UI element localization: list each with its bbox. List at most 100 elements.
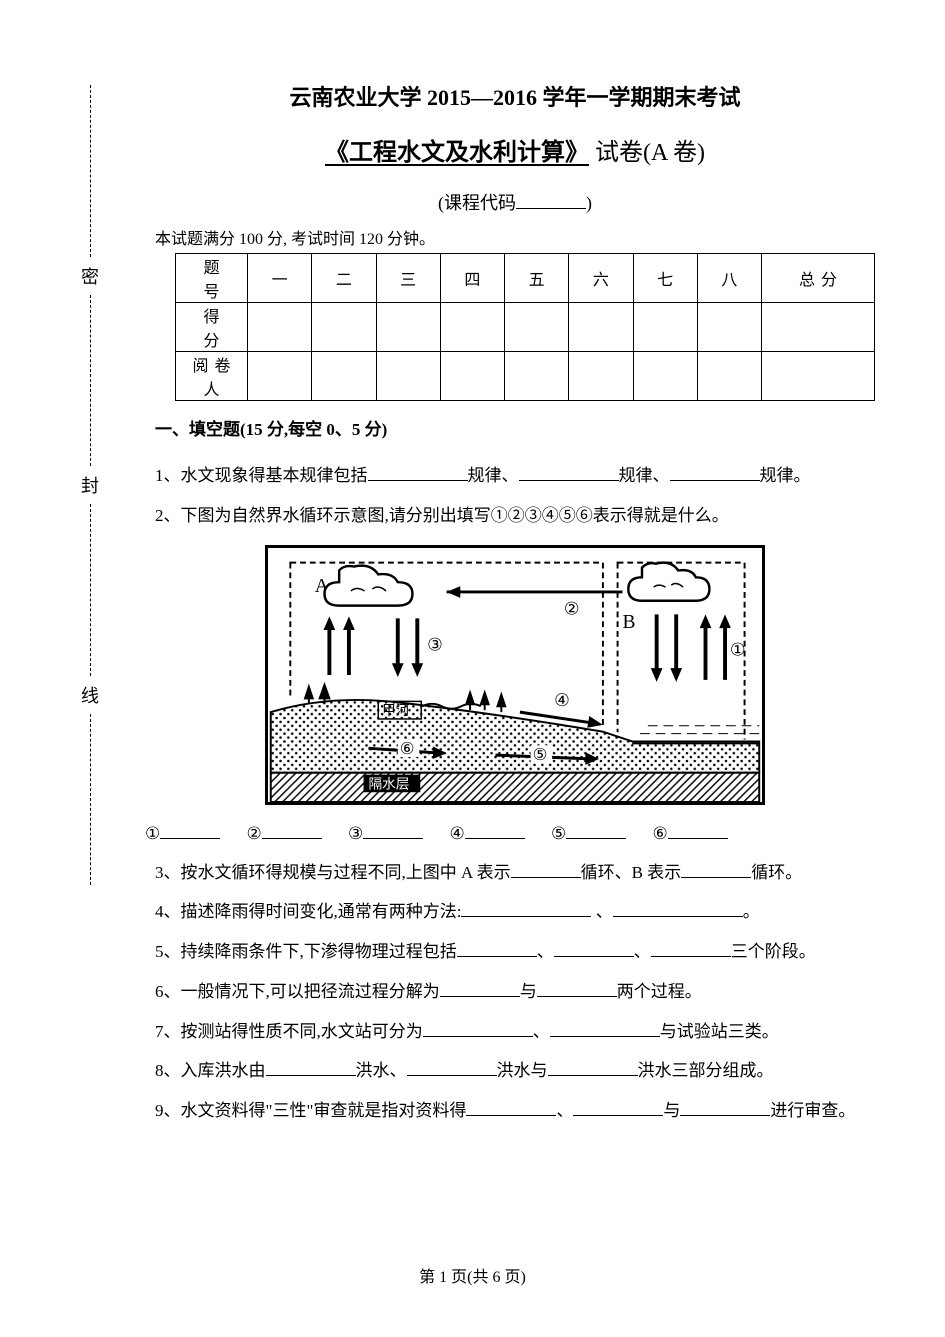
exam-header-line2: 《工程水文及水利计算》 试卷(A 卷) bbox=[155, 132, 875, 167]
exam-header-line1: 云南农业大学 2015—2016 学年一学期期末考试 bbox=[155, 80, 875, 112]
section-1-heading: 一、填空题(15 分,每空 0、5 分) bbox=[155, 415, 875, 440]
q8-text: 洪水与 bbox=[497, 1061, 548, 1080]
c4: ④ bbox=[450, 824, 465, 843]
score-cell[interactable] bbox=[505, 303, 569, 352]
dashed-line bbox=[90, 295, 91, 467]
th-1: 一 bbox=[248, 254, 312, 303]
question-4: 4、描述降雨得时间变化,通常有两种方法: 、。 bbox=[155, 894, 875, 930]
blank[interactable] bbox=[440, 980, 520, 997]
marker-cell[interactable] bbox=[376, 352, 440, 401]
q3-text: 循环。 bbox=[751, 863, 802, 882]
q8-text: 8、入库洪水由 bbox=[155, 1061, 266, 1080]
marker-cell[interactable] bbox=[633, 352, 697, 401]
score-cell[interactable] bbox=[440, 303, 504, 352]
question-3: 3、按水文循环得规模与过程不同,上图中 A 表示循环、B 表示循环。 bbox=[155, 855, 875, 891]
circled-answer-row: ① ② ③ ④ ⑤ ⑥ bbox=[145, 815, 875, 852]
score-cell[interactable] bbox=[312, 303, 376, 352]
score-cell[interactable] bbox=[569, 303, 633, 352]
q1-text: 1、水文现象得基本规律包括 bbox=[155, 466, 368, 485]
diagram-svg: A B ② ③ ① bbox=[265, 545, 765, 805]
blank[interactable] bbox=[668, 822, 728, 839]
blank[interactable] bbox=[407, 1059, 497, 1076]
marker-cell[interactable] bbox=[569, 352, 633, 401]
q7-text: 7、按测站得性质不同,水文站可分为 bbox=[155, 1022, 423, 1041]
blank[interactable] bbox=[466, 1099, 556, 1116]
marker-cell[interactable] bbox=[697, 352, 761, 401]
score-cell[interactable] bbox=[376, 303, 440, 352]
blank[interactable] bbox=[651, 940, 731, 957]
blank[interactable] bbox=[423, 1020, 533, 1037]
th-4: 四 bbox=[440, 254, 504, 303]
blank[interactable] bbox=[511, 861, 581, 878]
dashed-line bbox=[90, 85, 91, 257]
q6-text: 两个过程。 bbox=[617, 982, 702, 1001]
blank[interactable] bbox=[573, 1099, 663, 1116]
th-3: 三 bbox=[376, 254, 440, 303]
instructions: 本试题满分 100 分, 考试时间 120 分钟。 bbox=[155, 225, 875, 249]
n3: ③ bbox=[427, 635, 443, 655]
blank[interactable] bbox=[613, 900, 743, 917]
blank[interactable] bbox=[519, 464, 619, 481]
marker-cell[interactable] bbox=[762, 352, 875, 401]
c6: ⑥ bbox=[653, 824, 668, 843]
score-cell[interactable] bbox=[697, 303, 761, 352]
score-cell[interactable] bbox=[762, 303, 875, 352]
n6: ⑥ bbox=[400, 740, 415, 759]
question-5: 5、持续降雨条件下,下渗得物理过程包括、、三个阶段。 bbox=[155, 934, 875, 970]
q8-text: 洪水、 bbox=[356, 1061, 407, 1080]
score-cell[interactable] bbox=[633, 303, 697, 352]
row-marker-label: 阅卷人 bbox=[176, 352, 248, 401]
th-num: 题 号 bbox=[176, 254, 248, 303]
q5-text: 三个阶段。 bbox=[731, 942, 816, 961]
seal-char-1: 密 bbox=[81, 257, 99, 295]
score-cell[interactable] bbox=[248, 303, 312, 352]
n1: ① bbox=[730, 640, 746, 660]
score-table: 题 号 一 二 三 四 五 六 七 八 总分 得 分 阅卷人 bbox=[175, 253, 875, 401]
blank[interactable] bbox=[363, 822, 423, 839]
q7-text: 与试验站三类。 bbox=[660, 1022, 779, 1041]
marker-cell[interactable] bbox=[505, 352, 569, 401]
marker-cell[interactable] bbox=[312, 352, 376, 401]
c1: ① bbox=[145, 824, 160, 843]
page-content: 云南农业大学 2015—2016 学年一学期期末考试 《工程水文及水利计算》 试… bbox=[155, 80, 875, 1129]
q9-text: 与 bbox=[663, 1101, 680, 1120]
blank[interactable] bbox=[266, 1059, 356, 1076]
blank[interactable] bbox=[670, 464, 760, 481]
question-2: 2、下图为自然界水循环示意图,请分别出填写①②③④⑤⑥表示得就是什么。 bbox=[155, 498, 875, 534]
q1-text: 规律、 bbox=[619, 466, 670, 485]
blank[interactable] bbox=[457, 940, 537, 957]
c3: ③ bbox=[348, 824, 363, 843]
paper-label: 试卷(A 卷) bbox=[589, 140, 705, 166]
th-total: 总分 bbox=[762, 254, 875, 303]
blank[interactable] bbox=[537, 980, 617, 997]
marker-cell[interactable] bbox=[248, 352, 312, 401]
th-2: 二 bbox=[312, 254, 376, 303]
blank[interactable] bbox=[681, 861, 751, 878]
n5: ⑤ bbox=[533, 745, 548, 764]
q5-ты: 、 bbox=[634, 942, 651, 961]
blank[interactable] bbox=[548, 1059, 638, 1076]
sealing-line-sidebar: 密 封 线 bbox=[75, 85, 105, 885]
q8-text: 洪水三部分组成。 bbox=[638, 1061, 774, 1080]
blank[interactable] bbox=[680, 1099, 770, 1116]
marker-cell[interactable] bbox=[440, 352, 504, 401]
q1-text: 规律。 bbox=[760, 466, 811, 485]
c5: ⑤ bbox=[551, 824, 566, 843]
course-code-close: ) bbox=[586, 193, 592, 213]
blank[interactable] bbox=[262, 822, 322, 839]
q1-text: 规律、 bbox=[468, 466, 519, 485]
blank[interactable] bbox=[554, 940, 634, 957]
page-footer: 第 1 页(共 6 页) bbox=[0, 1263, 945, 1287]
th-8: 八 bbox=[697, 254, 761, 303]
blank[interactable] bbox=[566, 822, 626, 839]
q4-text: 。 bbox=[743, 902, 760, 921]
blank[interactable] bbox=[461, 900, 591, 917]
blank[interactable] bbox=[465, 822, 525, 839]
seal-char-2: 封 bbox=[81, 466, 99, 504]
blank[interactable] bbox=[368, 464, 468, 481]
blank[interactable] bbox=[550, 1020, 660, 1037]
course-code-blank[interactable] bbox=[516, 208, 586, 209]
aquiclude-label: 隔水层 bbox=[368, 777, 409, 792]
blank[interactable] bbox=[160, 822, 220, 839]
th-6: 六 bbox=[569, 254, 633, 303]
